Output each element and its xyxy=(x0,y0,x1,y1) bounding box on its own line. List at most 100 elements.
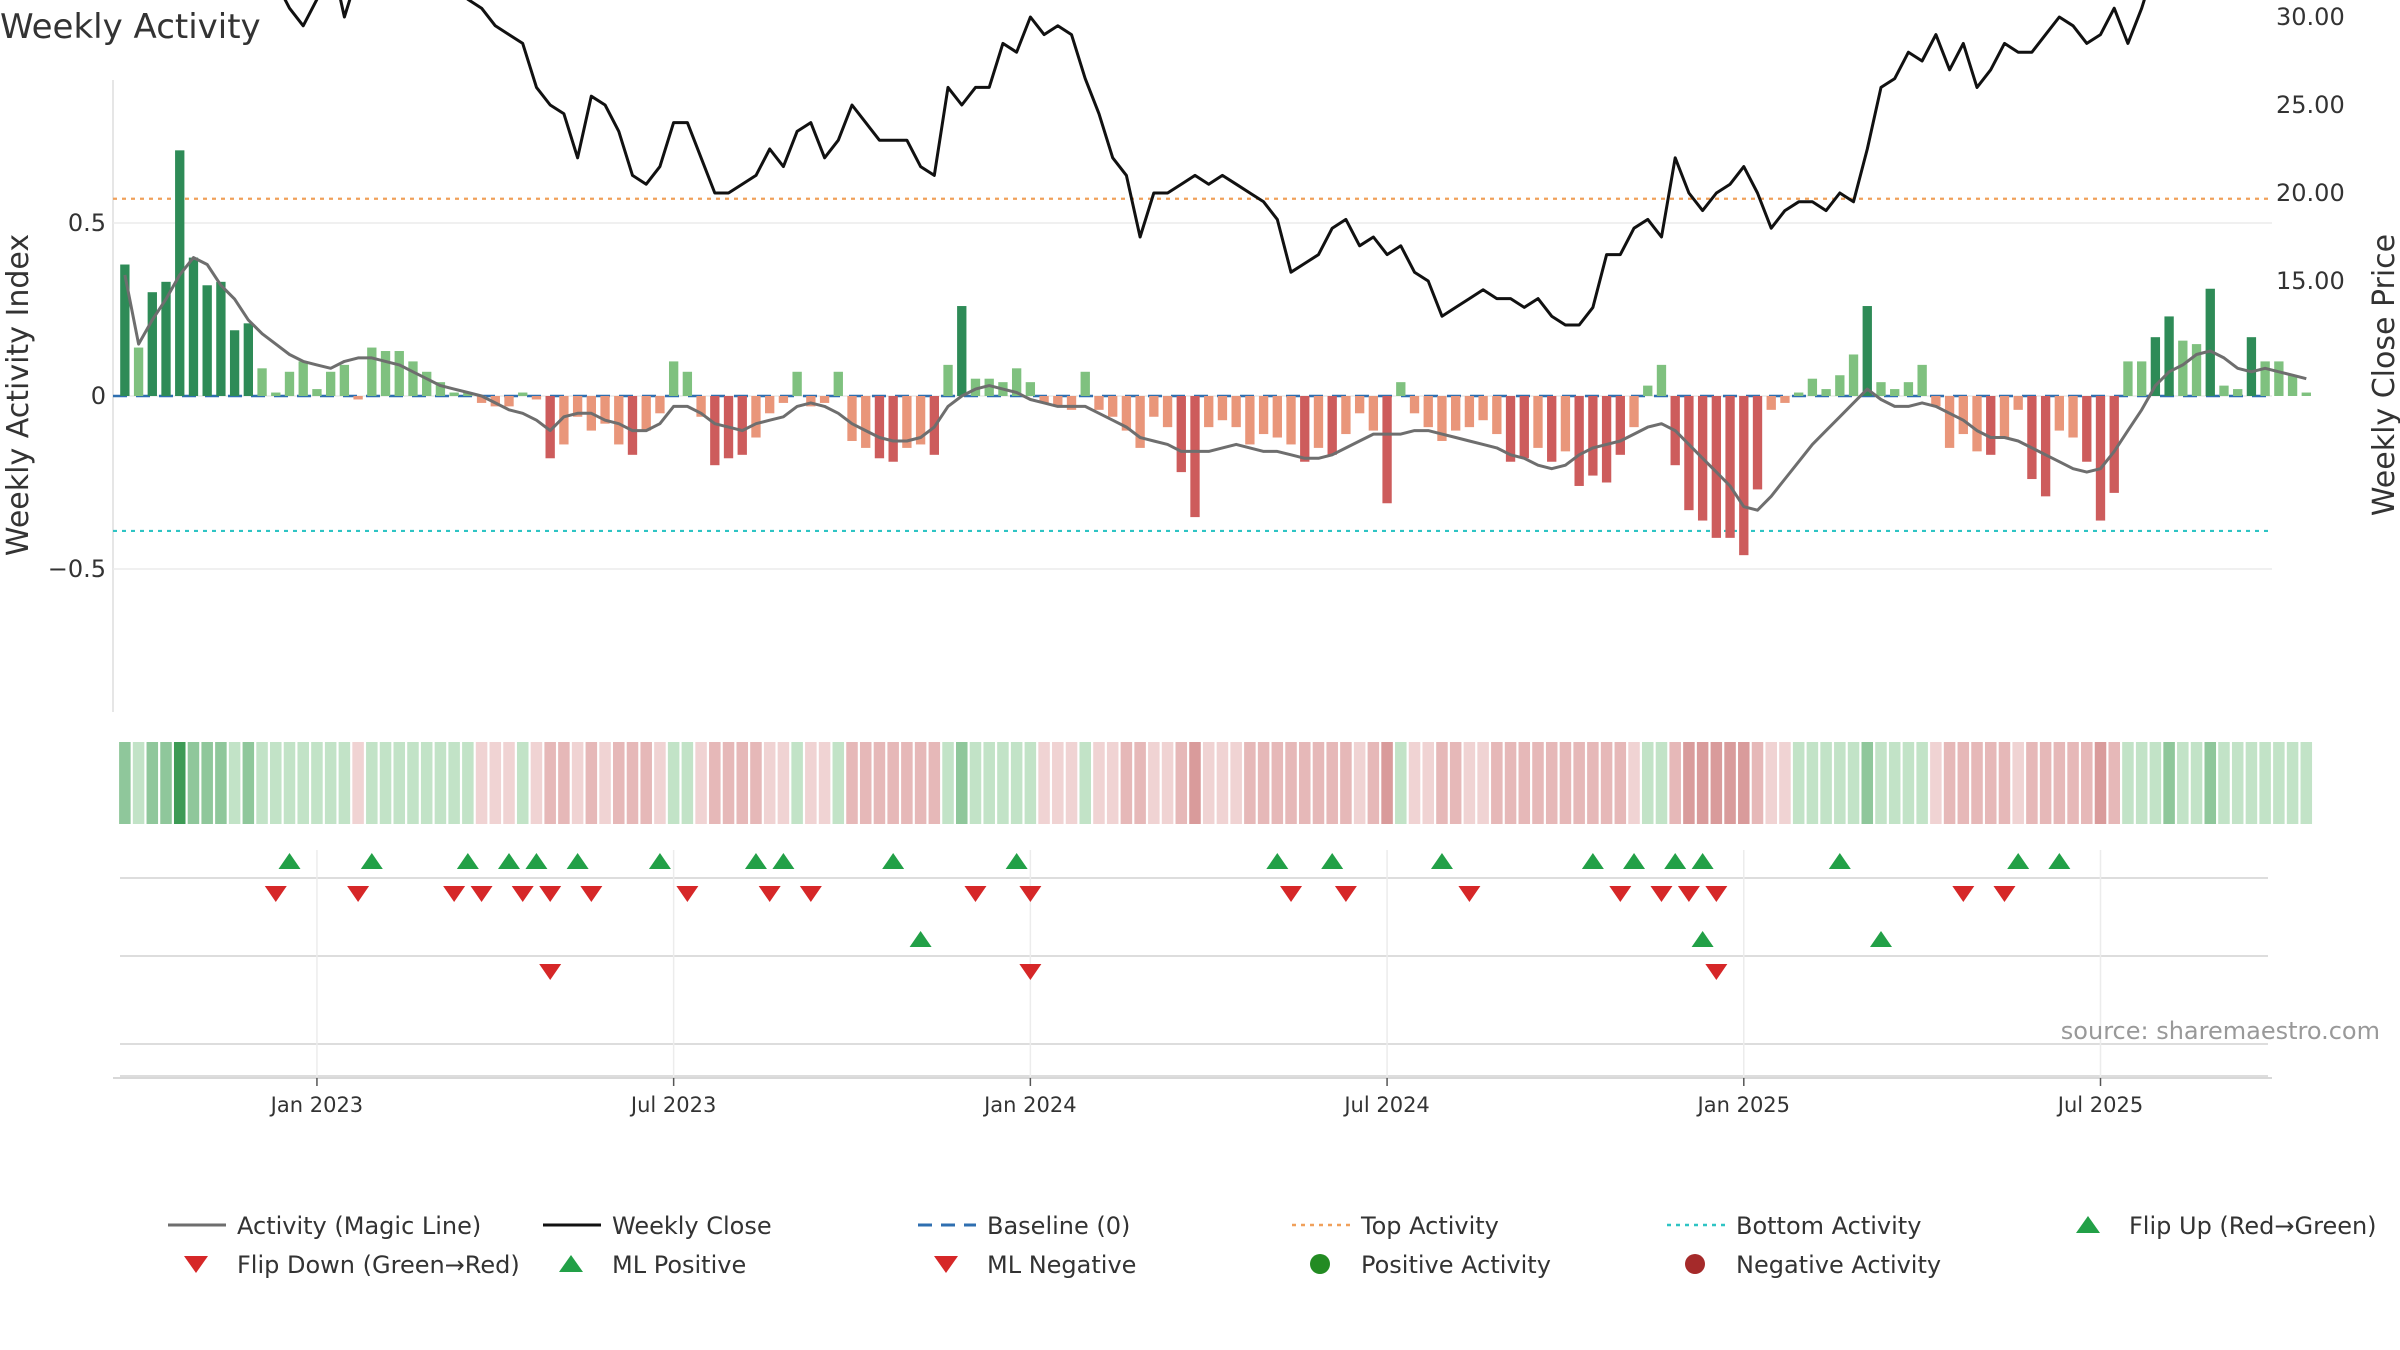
flip-up-marker xyxy=(1581,853,1604,869)
strip-cell xyxy=(256,742,268,824)
activity-bar xyxy=(1588,396,1598,476)
strip-cell xyxy=(2067,742,2079,824)
ml-positive-marker xyxy=(1691,931,1714,947)
activity-bar xyxy=(572,396,583,417)
strip-cell xyxy=(434,742,447,824)
activity-bar xyxy=(1396,382,1406,396)
activity-bar xyxy=(1025,382,1036,396)
strip-cell xyxy=(366,742,378,824)
activity-bar xyxy=(943,364,953,396)
strip-cell xyxy=(1010,742,1023,824)
activity-bar xyxy=(1780,396,1790,403)
strip-cell xyxy=(2149,742,2162,824)
activity-bar xyxy=(833,371,843,396)
strip-cell xyxy=(1161,742,1174,824)
activity-bar xyxy=(1986,396,1996,455)
strip-cell xyxy=(654,742,666,824)
y-tick-left: 0.5 xyxy=(68,209,106,237)
strip-cell xyxy=(750,742,762,824)
strip-cell xyxy=(1971,742,1983,824)
activity-bar xyxy=(2095,396,2106,521)
flip-down-marker xyxy=(511,886,534,902)
activity-bar xyxy=(1272,396,1282,438)
strip-cell xyxy=(1449,742,1462,824)
strip-cell xyxy=(1230,742,1242,824)
flip-down-marker xyxy=(1609,886,1632,902)
activity-bar xyxy=(819,396,830,403)
activity-bar xyxy=(1821,389,1831,396)
strip-cell xyxy=(1916,742,1928,824)
activity-bar xyxy=(1011,368,1022,396)
strip-cell xyxy=(873,742,886,824)
activity-bar xyxy=(2013,396,2023,410)
legend-item: Positive Activity xyxy=(1310,1251,1551,1279)
legend-swatch-dot-red xyxy=(1685,1254,1705,1274)
strip-cell xyxy=(2163,742,2175,824)
activity-bar xyxy=(1931,396,1941,407)
strip-cell xyxy=(379,742,392,824)
flip-down-marker xyxy=(1650,886,1673,902)
activity-bar xyxy=(1794,392,1804,396)
activity-bar xyxy=(792,371,802,396)
legend-label: Weekly Close xyxy=(612,1212,772,1240)
strip-cell xyxy=(119,742,131,824)
strip-cell xyxy=(969,742,982,824)
strip-cell xyxy=(722,742,735,824)
strip-cell xyxy=(228,742,241,824)
activity-bar xyxy=(1547,396,1557,462)
activity-bar xyxy=(696,396,706,417)
activity-bar xyxy=(2136,361,2147,396)
strip-cell xyxy=(901,742,913,824)
activity-bar xyxy=(435,382,446,396)
strip-cell xyxy=(1902,742,1915,824)
legend-item: Flip Up (Red→Green) xyxy=(2076,1212,2377,1240)
strip-cell xyxy=(613,742,625,824)
strip-cell xyxy=(283,742,296,824)
activity-bar xyxy=(2150,337,2161,396)
flip-down-marker xyxy=(964,886,987,902)
legend-item: Weekly Close xyxy=(543,1212,772,1240)
activity-bar xyxy=(778,396,789,403)
activity-bar xyxy=(559,396,569,445)
activity-bar xyxy=(984,378,994,396)
strip-cell xyxy=(544,742,556,824)
activity-bar xyxy=(2191,344,2202,396)
activity-bar xyxy=(1286,396,1296,445)
strip-cell xyxy=(1065,742,1078,824)
strip-cell xyxy=(132,742,145,824)
activity-bar xyxy=(1190,396,1200,518)
strip-cell xyxy=(956,742,968,824)
strip-cell xyxy=(1875,742,1887,824)
strip-cell xyxy=(242,742,255,824)
strip-cell xyxy=(1202,742,1215,824)
strip-cell xyxy=(1641,742,1654,824)
strip-cell xyxy=(1367,742,1380,824)
flip-up-marker xyxy=(882,853,905,869)
activity-bar xyxy=(1643,385,1653,396)
weekly-close-series xyxy=(283,0,2146,327)
activity-bar xyxy=(902,396,912,448)
strip-cell xyxy=(571,742,584,824)
activity-bar xyxy=(188,257,199,396)
strip-cell xyxy=(695,742,707,824)
flip-down-marker xyxy=(1280,886,1303,902)
activity-bar xyxy=(1876,382,1886,396)
activity-bar xyxy=(339,364,350,396)
strip-cell xyxy=(1381,742,1393,824)
strip-cell xyxy=(503,742,515,824)
legend-item: Negative Activity xyxy=(1685,1251,1941,1279)
strip-cell xyxy=(928,742,941,824)
strip-cell xyxy=(1518,742,1531,824)
flip-up-marker xyxy=(566,853,589,869)
activity-bar xyxy=(737,396,747,455)
activity-bar xyxy=(463,392,473,396)
flip-down-marker xyxy=(676,886,699,902)
activity-bar xyxy=(380,351,391,396)
activity-bar xyxy=(325,371,336,396)
strip-cell xyxy=(1792,742,1805,824)
strip-cell xyxy=(270,742,282,824)
strip-cell xyxy=(2245,742,2258,824)
flip-down-marker xyxy=(758,886,781,902)
activity-bar xyxy=(1615,396,1625,455)
